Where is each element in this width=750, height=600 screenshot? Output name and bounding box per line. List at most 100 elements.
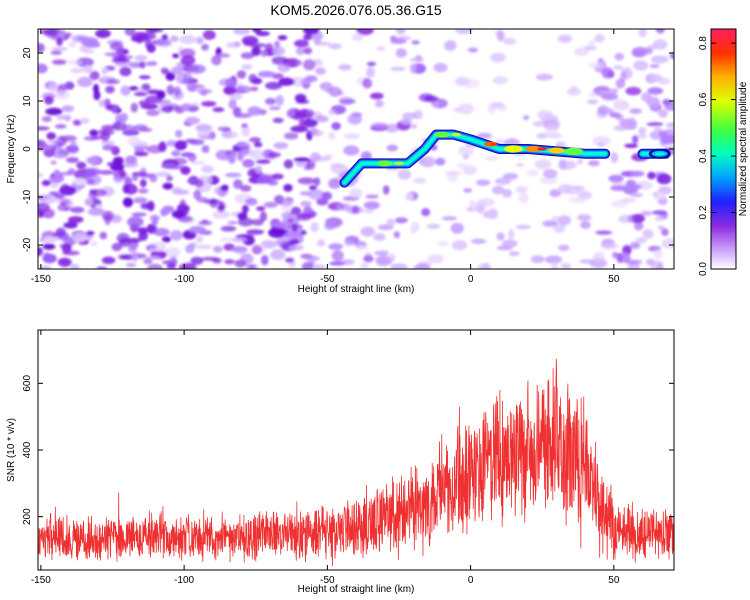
heatmap-blob	[290, 206, 302, 215]
heatmap-blob	[502, 239, 518, 248]
heatmap-blob	[119, 66, 132, 77]
heatmap-blob	[558, 184, 574, 194]
heatmap-blob	[41, 208, 55, 219]
heatmap-blob	[293, 157, 311, 162]
heatmap-blob	[629, 242, 641, 250]
heatmap-blob	[620, 197, 636, 203]
heatmap-blob	[295, 47, 306, 55]
heatmap-blob	[56, 37, 63, 47]
heatmap-blob	[654, 215, 664, 222]
heatmap-blob	[267, 152, 282, 158]
heatmap-blob	[405, 192, 414, 201]
heatmap-blob	[234, 113, 252, 118]
heatmap-blob	[278, 77, 295, 87]
heatmap-blob	[166, 84, 175, 95]
heatmap-blob	[242, 141, 251, 153]
heatmap-blob	[245, 197, 258, 206]
heatmap-blob	[363, 201, 380, 210]
heatmap-blob	[502, 188, 512, 198]
heatmap-blob	[650, 74, 663, 82]
heatmap-blob	[471, 238, 487, 245]
heatmap-blob	[55, 90, 70, 100]
heatmap-blob	[201, 101, 217, 107]
heatmap-blob	[558, 215, 572, 226]
heatmap-blob	[370, 122, 389, 130]
heatmap-blob	[468, 200, 477, 208]
heatmap-blob	[91, 135, 104, 140]
heatmap-blob	[629, 108, 642, 114]
heatmap-blob	[196, 235, 204, 243]
heatmap-blob	[641, 92, 652, 102]
heatmap-blob	[147, 263, 164, 269]
heatmap-blob	[120, 85, 131, 96]
heatmap-blob	[73, 178, 87, 186]
heatmap-blob	[551, 262, 559, 269]
heatmap-blob	[397, 169, 412, 180]
colorbar-tick-label: 0.0	[698, 262, 709, 276]
heatmap-blob	[283, 184, 293, 192]
heatmap-blob	[133, 197, 148, 204]
heatmap-blob	[237, 217, 254, 227]
heatmap-blob	[356, 29, 374, 36]
heatmap-blob	[496, 232, 505, 241]
heatmap-blob	[190, 256, 204, 265]
heatmap-blob	[54, 124, 67, 129]
heatmap-blob	[458, 145, 474, 156]
heatmap-blob	[84, 198, 93, 206]
heatmap-blob	[44, 95, 54, 105]
heatmap-blob	[217, 126, 231, 132]
heatmap-blob	[68, 216, 84, 224]
heatmap-blob	[256, 206, 266, 212]
colorbar-gradient	[711, 29, 736, 269]
heatmap-blob	[343, 145, 360, 156]
heatmap-blob	[145, 29, 158, 34]
heatmap-blob	[251, 46, 261, 56]
heatmap-blob	[427, 254, 444, 264]
heatmap-blob	[365, 194, 379, 199]
heatmap-blob	[616, 252, 623, 264]
heatmap-blob	[343, 133, 360, 139]
heatmap-blob	[188, 139, 205, 146]
heatmap-blob	[496, 31, 505, 42]
heatmap-blob	[588, 61, 603, 70]
heatmap-blob	[360, 226, 375, 237]
heatmap-blob	[382, 185, 390, 195]
heatmap-blob	[662, 99, 672, 106]
heatmap-blob	[138, 75, 151, 80]
heatmap-blob	[117, 54, 127, 62]
heatmap-blob	[607, 70, 615, 78]
heatmap-blob	[137, 227, 148, 235]
heatmap-blob	[260, 240, 277, 249]
heatmap-blob	[202, 30, 216, 40]
heatmap-blob	[328, 109, 336, 116]
heatmap-blob	[105, 85, 115, 94]
y-tick-label: 10	[22, 95, 33, 107]
heatmap-blob	[212, 107, 225, 113]
heatmap-blob	[447, 171, 458, 182]
heatmap-blob	[543, 119, 560, 131]
heatmap-blob	[587, 99, 599, 105]
heatmap-blob	[630, 193, 644, 198]
heatmap-blob	[212, 210, 230, 219]
heatmap-blob	[250, 86, 259, 92]
heatmap-blob	[288, 245, 304, 251]
heatmap-blob	[145, 95, 163, 104]
heatmap-blob	[179, 35, 197, 44]
heatmap-blob	[625, 86, 642, 96]
x-tick-label: -100	[174, 575, 194, 586]
colorbar-tick-label: 0.6	[698, 92, 709, 106]
heatmap-blob	[38, 246, 43, 257]
heatmap-blob	[363, 255, 374, 263]
heatmap-blob	[413, 263, 431, 269]
heatmap-blob	[83, 49, 95, 54]
heatmap-blob	[441, 216, 458, 221]
heatmap-blob	[65, 198, 74, 210]
heatmap-blob	[156, 171, 171, 177]
heatmap-blob	[283, 132, 299, 140]
heatmap-blob	[193, 189, 202, 200]
heatmap-y-ticks: -20 -10 0 10 20	[22, 47, 674, 252]
heatmap-blob	[72, 119, 82, 126]
heatmap-blob	[223, 85, 237, 95]
heatmap-blob	[67, 168, 76, 175]
